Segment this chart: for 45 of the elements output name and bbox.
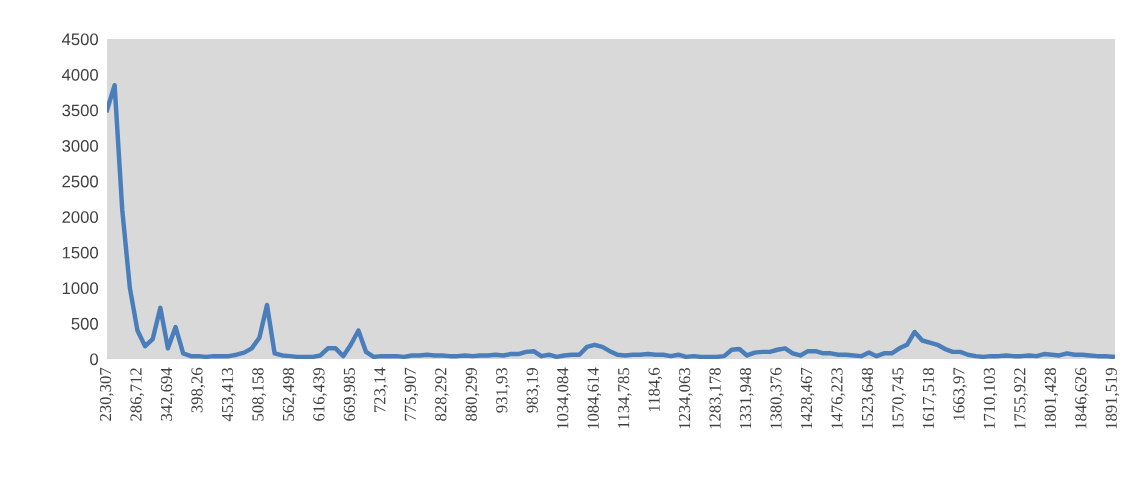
y-tick-label: 0 [90,353,99,366]
line-series [107,83,1115,359]
x-tick-label: 1428,467 [800,367,815,429]
x-tick-label: 1617,518 [922,367,937,429]
x-tick-label: 230,307 [99,367,114,421]
y-tick-label: 4500 [61,33,99,46]
y-tick-label: 500 [71,317,99,330]
x-tick-label: 342,694 [160,367,175,421]
x-tick-label: 1891,519 [1105,368,1120,429]
x-tick-label: 1084,614 [587,367,602,429]
x-tick-label: 775,907 [404,367,419,421]
x-tick-label: 1034,084 [557,367,571,429]
x-tick-label: 508,158 [252,367,266,421]
x-tick-label: 1476,223 [831,367,845,429]
x-tick-label: 1570,745 [892,367,906,429]
x-tick-label: 1134,785 [618,367,632,428]
x-tick-label: 398,26 [191,367,205,413]
y-tick-label: 2500 [62,175,99,188]
x-tick-label: 880,299 [465,368,480,421]
x-tick-label: 1184,6 [648,367,663,412]
x-tick-label: 669,985 [343,367,358,421]
x-tick-label: 616,439 [313,368,327,421]
x-tick-label: 1331,948 [739,367,754,429]
x-tick-label: 723,14 [374,367,388,413]
x-tick-label: 828,292 [435,368,449,421]
y-tick-label: 3500 [62,104,99,117]
x-tick-label: 1283,178 [709,367,724,429]
x-tick-label: 1846,626 [1075,367,1089,429]
x-tick-label: 286,712 [130,368,145,421]
x-tick-label: 1234,063 [678,367,693,429]
x-tick-label: 562,498 [282,367,297,421]
y-tick-label: 3000 [62,140,99,152]
y-tick-label: 4000 [61,68,99,81]
x-tick-label: 931,93 [496,367,510,413]
y-tick-label: 2000 [62,211,99,223]
x-tick-label: 1801,428 [1044,367,1059,429]
x-tick-label: 1523,648 [861,367,876,429]
x-tick-label: 1663,97 [953,367,967,421]
x-tick-label: 983,19 [526,368,541,413]
x-tick-label: 453,413 [221,367,236,422]
y-tick-label: 1500 [62,246,99,259]
x-tick-label: 1380,376 [770,367,785,429]
x-tick-label: 1755,922 [1014,368,1028,429]
x-tick-label: 1710,103 [983,367,998,429]
y-tick-label: 1000 [62,282,99,295]
